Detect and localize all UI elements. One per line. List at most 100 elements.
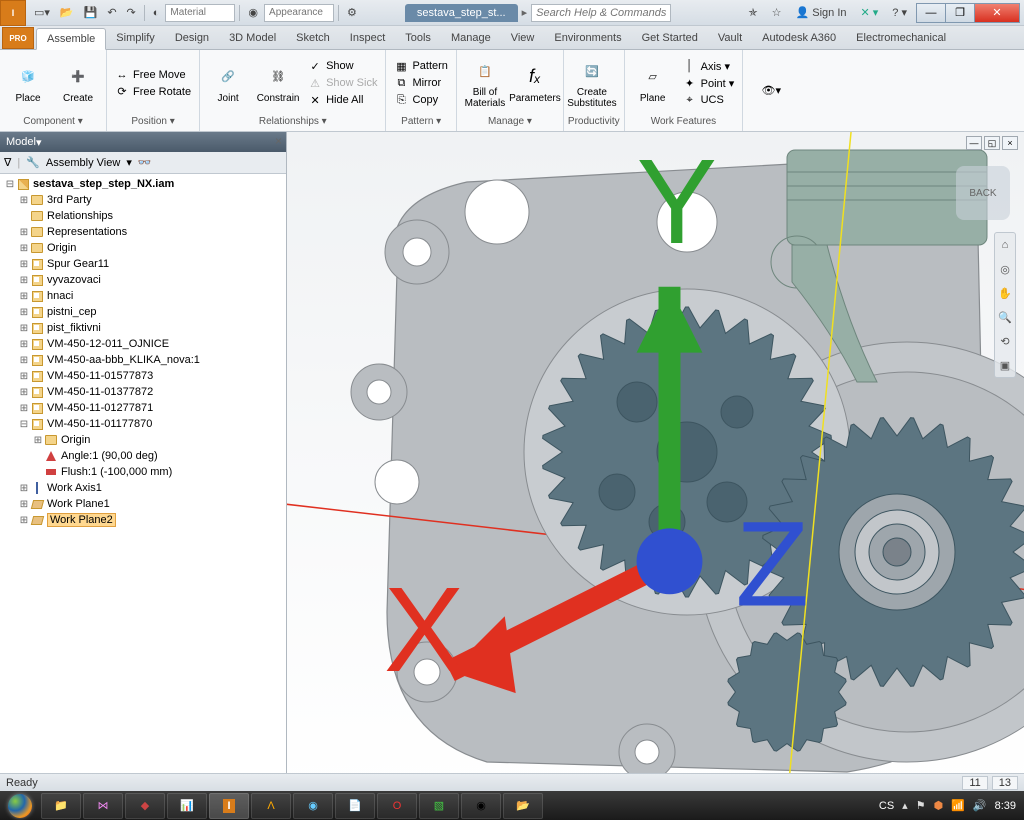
parameters-button[interactable]: fₓParameters [511,53,559,113]
app-logo[interactable]: I [0,0,26,26]
panel-close-icon[interactable]: × [275,134,282,148]
expander-icon[interactable]: ⊞ [18,243,30,254]
expander-icon[interactable]: ⊞ [18,291,30,302]
maximize-button[interactable]: ❐ [945,3,975,23]
task-opera[interactable]: O [377,793,417,819]
pro-tab[interactable]: PRO [2,27,34,49]
joint-button[interactable]: 🔗Joint [204,53,252,113]
expander-icon[interactable]: ⊞ [18,307,30,318]
tree-node[interactable]: ⊞pistni_cep [0,304,286,320]
tree-node[interactable]: ⊟sestava_step_step_NX.iam [0,176,286,192]
menu-tab-environments[interactable]: Environments [544,28,631,49]
menu-tab-tools[interactable]: Tools [395,28,441,49]
caret-icon[interactable]: ▸ [522,6,528,19]
task-app5[interactable]: 📄 [335,793,375,819]
qat-sphere-icon[interactable]: ◐ [149,5,164,21]
point-button[interactable]: ✦Point ▾ [679,75,739,91]
task-app7[interactable]: 📂 [503,793,543,819]
qat-open-icon[interactable]: 📂 [56,4,78,21]
task-inventor[interactable]: I [209,793,249,819]
task-app2[interactable]: 📊 [167,793,207,819]
expander-icon[interactable]: ⊞ [18,355,30,366]
qat-new-icon[interactable]: ▭▾ [30,4,54,21]
create-substitutes-button[interactable]: 🔄Create Substitutes [568,53,616,113]
binoculars-icon[interactable]: 👓 [138,156,152,169]
eye-dropdown[interactable]: 👁▾ [747,61,795,121]
signin-button[interactable]: 👤 Sign In [791,4,850,21]
expander-icon[interactable]: ⊞ [18,323,30,334]
group-label[interactable]: Pattern ▾ [390,114,451,129]
qat-save-icon[interactable]: 💾 [80,4,102,21]
tree-node[interactable]: ⊞VM-450-11-01377872 [0,384,286,400]
task-app1[interactable]: ◆ [125,793,165,819]
model-tree[interactable]: ⊟sestava_step_step_NX.iam⊞3rd PartyRelat… [0,174,286,791]
viewport[interactable]: — ◱ × BACK ⌂ ◎ ✋ 🔍 ⟲ ▣ X Y Z [287,132,1024,791]
menu-tab-get-started[interactable]: Get Started [632,28,708,49]
tree-node[interactable]: Angle:1 (90,00 deg) [0,448,286,464]
expander-icon[interactable]: ⊞ [18,371,30,382]
bom-button[interactable]: 📋Bill of Materials [461,53,509,113]
task-explorer[interactable]: 📁 [41,793,81,819]
menu-tab-manage[interactable]: Manage [441,28,501,49]
menu-tab-3d-model[interactable]: 3D Model [219,28,286,49]
free-move-button[interactable]: ↔Free Move [111,67,195,83]
tray-volume-icon[interactable]: 🔊 [973,799,987,812]
tree-node[interactable]: ⊞hnaci [0,288,286,304]
tree-node[interactable]: ⊞VM-450-11-01577873 [0,368,286,384]
material-combo[interactable] [165,4,235,22]
show-button[interactable]: ✓Show [304,58,381,74]
menu-tab-autodesk-a360[interactable]: Autodesk A360 [752,28,846,49]
constrain-button[interactable]: ⛓Constrain [254,53,302,113]
expander-icon[interactable]: ⊞ [18,403,30,414]
expander-icon[interactable]: ⊞ [18,499,30,510]
task-chrome[interactable]: ◉ [461,793,501,819]
tree-node[interactable]: ⊞3rd Party [0,192,286,208]
expander-icon[interactable]: ⊞ [18,483,30,494]
help-icon[interactable]: ? ▾ [888,4,911,21]
tray-lang[interactable]: CS [879,800,894,812]
menu-tab-sketch[interactable]: Sketch [286,28,340,49]
exchange-icon[interactable]: ✕ ▾ [857,4,883,21]
hide-all-button[interactable]: ✕Hide All [304,92,381,108]
minimize-button[interactable]: — [916,3,946,23]
tray-clock[interactable]: 8:39 [995,800,1016,812]
assembly-view-icon[interactable]: 🔧 [26,156,40,169]
tree-node[interactable]: ⊞Representations [0,224,286,240]
favorite-icon[interactable]: ☆ [768,4,786,21]
tree-node[interactable]: ⊞VM-450-11-01277871 [0,400,286,416]
expander-icon[interactable]: ⊞ [18,387,30,398]
appearance-combo[interactable] [264,4,334,22]
menu-tab-design[interactable]: Design [165,28,219,49]
task-app6[interactable]: ▧ [419,793,459,819]
model-header[interactable]: Model ▾ [0,132,286,152]
tree-node[interactable]: ⊟VM-450-11-01177870 [0,416,286,432]
axis-button[interactable]: │Axis ▾ [679,58,739,74]
group-label[interactable]: Component ▾ [4,114,102,129]
mirror-button[interactable]: ⧉Mirror [390,75,451,91]
menu-tab-simplify[interactable]: Simplify [106,28,165,49]
tray-network-icon[interactable]: 📶 [951,799,965,812]
copy-button[interactable]: ⎘Copy [390,92,451,108]
expander-icon[interactable]: ⊞ [18,275,30,286]
tree-node[interactable]: ⊞Work Plane1 [0,496,286,512]
menu-tab-electromechanical[interactable]: Electromechanical [846,28,956,49]
expander-icon[interactable]: ⊞ [32,435,44,446]
close-button[interactable]: ✕ [974,3,1020,23]
tray-up-icon[interactable]: ▴ [902,799,908,812]
tree-node[interactable]: ⊞Work Axis1 [0,480,286,496]
group-label[interactable]: Position ▾ [111,114,195,129]
expander-icon[interactable]: ⊞ [18,259,30,270]
expander-icon[interactable]: ⊞ [18,515,30,526]
expander-icon[interactable]: ⊞ [18,339,30,350]
free-rotate-button[interactable]: ⟳Free Rotate [111,84,195,100]
tree-node[interactable]: ⊞pist_fiktivni [0,320,286,336]
show-sick-button[interactable]: ⚠Show Sick [304,75,381,91]
tree-node[interactable]: Relationships [0,208,286,224]
task-app3[interactable]: Λ [251,793,291,819]
expander-icon[interactable]: ⊞ [18,227,30,238]
start-button[interactable] [0,791,40,820]
tray-shield-icon[interactable]: ⬢ [934,799,944,812]
expander-icon[interactable]: ⊟ [4,179,16,190]
search-input[interactable] [531,4,671,22]
tray-flag-icon[interactable]: ⚑ [916,799,926,812]
